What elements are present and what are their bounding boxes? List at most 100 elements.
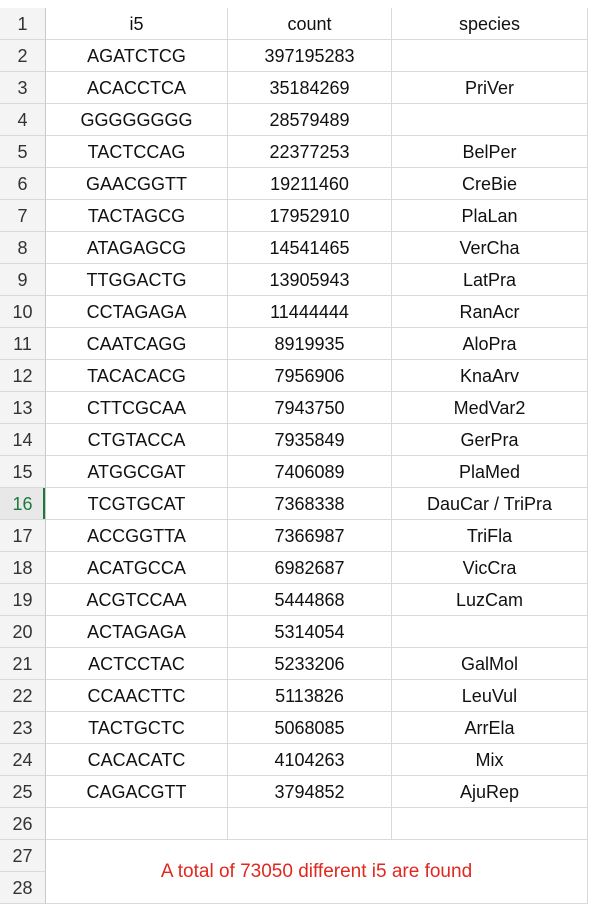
row-number[interactable]: 17 xyxy=(0,520,46,552)
i5-cell[interactable]: TACTCCAG xyxy=(46,136,228,168)
empty-cell[interactable] xyxy=(392,808,588,840)
count-cell[interactable]: 7935849 xyxy=(228,424,392,456)
i5-cell[interactable]: AGATCTCG xyxy=(46,40,228,72)
i5-cell[interactable]: TACTGCTC xyxy=(46,712,228,744)
i5-cell[interactable]: ACGTCCAA xyxy=(46,584,228,616)
row-number[interactable]: 20 xyxy=(0,616,46,648)
count-cell[interactable]: 5314054 xyxy=(228,616,392,648)
i5-cell[interactable]: ACTCCTAC xyxy=(46,648,228,680)
count-cell[interactable]: 3794852 xyxy=(228,776,392,808)
species-cell[interactable]: DauCar / TriPra xyxy=(392,488,588,520)
i5-cell[interactable]: CCTAGAGA xyxy=(46,296,228,328)
row-number[interactable]: 19 xyxy=(0,584,46,616)
row-number[interactable]: 25 xyxy=(0,776,46,808)
species-cell[interactable]: GerPra xyxy=(392,424,588,456)
count-cell[interactable]: 7406089 xyxy=(228,456,392,488)
row-number[interactable]: 9 xyxy=(0,264,46,296)
empty-cell[interactable] xyxy=(46,808,228,840)
species-cell[interactable]: KnaArv xyxy=(392,360,588,392)
row-number[interactable]: 12 xyxy=(0,360,46,392)
row-number[interactable]: 18 xyxy=(0,552,46,584)
count-cell[interactable]: 14541465 xyxy=(228,232,392,264)
row-number[interactable]: 8 xyxy=(0,232,46,264)
row-number[interactable]: 16 xyxy=(0,488,46,520)
count-cell[interactable]: 8919935 xyxy=(228,328,392,360)
i5-cell[interactable]: ACTAGAGA xyxy=(46,616,228,648)
species-cell[interactable]: VicCra xyxy=(392,552,588,584)
species-cell[interactable]: CreBie xyxy=(392,168,588,200)
i5-cell[interactable]: CTGTACCA xyxy=(46,424,228,456)
count-cell[interactable]: 397195283 xyxy=(228,40,392,72)
species-cell[interactable]: TriFla xyxy=(392,520,588,552)
count-cell[interactable]: 17952910 xyxy=(228,200,392,232)
species-cell[interactable]: AloPra xyxy=(392,328,588,360)
count-cell[interactable]: 7943750 xyxy=(228,392,392,424)
species-cell[interactable]: LuzCam xyxy=(392,584,588,616)
i5-cell[interactable]: CACACATC xyxy=(46,744,228,776)
i5-cell[interactable]: TACACACG xyxy=(46,360,228,392)
species-cell[interactable]: GalMol xyxy=(392,648,588,680)
species-cell[interactable]: LatPra xyxy=(392,264,588,296)
row-number[interactable]: 6 xyxy=(0,168,46,200)
species-cell[interactable] xyxy=(392,616,588,648)
row-number[interactable]: 14 xyxy=(0,424,46,456)
count-cell[interactable]: 19211460 xyxy=(228,168,392,200)
row-number[interactable]: 27 xyxy=(0,840,46,872)
count-cell[interactable]: 7366987 xyxy=(228,520,392,552)
header-species[interactable]: species xyxy=(392,8,588,40)
species-cell[interactable]: PriVer xyxy=(392,72,588,104)
row-number[interactable]: 13 xyxy=(0,392,46,424)
count-cell[interactable]: 7956906 xyxy=(228,360,392,392)
row-number[interactable]: 21 xyxy=(0,648,46,680)
count-cell[interactable]: 28579489 xyxy=(228,104,392,136)
count-cell[interactable]: 5068085 xyxy=(228,712,392,744)
i5-cell[interactable]: TTGGACTG xyxy=(46,264,228,296)
count-cell[interactable]: 7368338 xyxy=(228,488,392,520)
i5-cell[interactable]: GGGGGGGG xyxy=(46,104,228,136)
i5-cell[interactable]: GAACGGTT xyxy=(46,168,228,200)
i5-cell[interactable]: TCGTGCAT xyxy=(46,488,228,520)
row-number[interactable]: 23 xyxy=(0,712,46,744)
species-cell[interactable]: PlaLan xyxy=(392,200,588,232)
species-cell[interactable]: PlaMed xyxy=(392,456,588,488)
row-number[interactable]: 1 xyxy=(0,8,46,40)
i5-cell[interactable]: CAATCAGG xyxy=(46,328,228,360)
count-cell[interactable]: 22377253 xyxy=(228,136,392,168)
i5-cell[interactable]: CTTCGCAA xyxy=(46,392,228,424)
row-number[interactable]: 22 xyxy=(0,680,46,712)
i5-cell[interactable]: ATAGAGCG xyxy=(46,232,228,264)
row-number[interactable]: 15 xyxy=(0,456,46,488)
count-cell[interactable]: 4104263 xyxy=(228,744,392,776)
species-cell[interactable]: BelPer xyxy=(392,136,588,168)
row-number[interactable]: 5 xyxy=(0,136,46,168)
species-cell[interactable]: VerCha xyxy=(392,232,588,264)
species-cell[interactable]: AjuRep xyxy=(392,776,588,808)
count-cell[interactable]: 6982687 xyxy=(228,552,392,584)
row-number[interactable]: 7 xyxy=(0,200,46,232)
i5-cell[interactable]: TACTAGCG xyxy=(46,200,228,232)
header-i5[interactable]: i5 xyxy=(46,8,228,40)
count-cell[interactable]: 35184269 xyxy=(228,72,392,104)
i5-cell[interactable]: CAGACGTT xyxy=(46,776,228,808)
i5-cell[interactable]: ACCGGTTA xyxy=(46,520,228,552)
species-cell[interactable] xyxy=(392,104,588,136)
count-cell[interactable]: 5113826 xyxy=(228,680,392,712)
count-cell[interactable]: 5233206 xyxy=(228,648,392,680)
count-cell[interactable]: 13905943 xyxy=(228,264,392,296)
i5-cell[interactable]: CCAACTTC xyxy=(46,680,228,712)
row-number[interactable]: 11 xyxy=(0,328,46,360)
empty-cell[interactable] xyxy=(228,808,392,840)
row-number[interactable]: 26 xyxy=(0,808,46,840)
row-number[interactable]: 2 xyxy=(0,40,46,72)
total-note[interactable]: A total of 73050 different i5 are found xyxy=(46,840,588,904)
count-cell[interactable]: 5444868 xyxy=(228,584,392,616)
species-cell[interactable] xyxy=(392,40,588,72)
header-count[interactable]: count xyxy=(228,8,392,40)
i5-cell[interactable]: ACACCTCA xyxy=(46,72,228,104)
i5-cell[interactable]: ATGGCGAT xyxy=(46,456,228,488)
row-number[interactable]: 10 xyxy=(0,296,46,328)
species-cell[interactable]: RanAcr xyxy=(392,296,588,328)
species-cell[interactable]: MedVar2 xyxy=(392,392,588,424)
row-number[interactable]: 24 xyxy=(0,744,46,776)
species-cell[interactable]: ArrEla xyxy=(392,712,588,744)
